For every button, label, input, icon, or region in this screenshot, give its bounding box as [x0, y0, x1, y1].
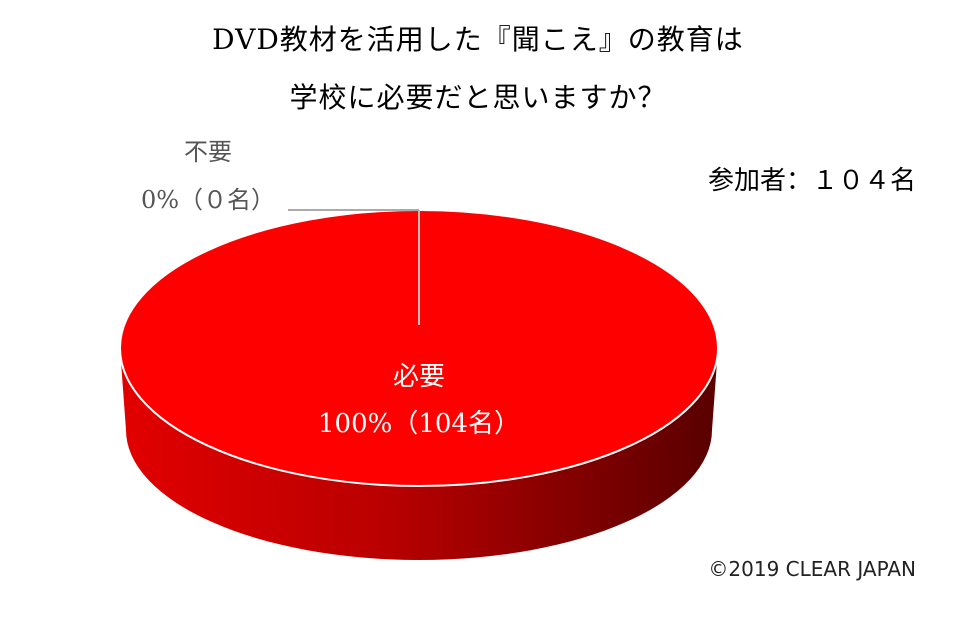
copyright-text: ©2019 CLEAR JAPAN	[708, 557, 916, 581]
slice-percent-unnecessary: 0%（０名）	[141, 186, 275, 214]
slice-label-unnecessary: 不要	[184, 138, 232, 166]
slice-percent-necessary: 100%（104名）	[318, 409, 520, 439]
slice-label-necessary: 必要	[393, 362, 445, 392]
